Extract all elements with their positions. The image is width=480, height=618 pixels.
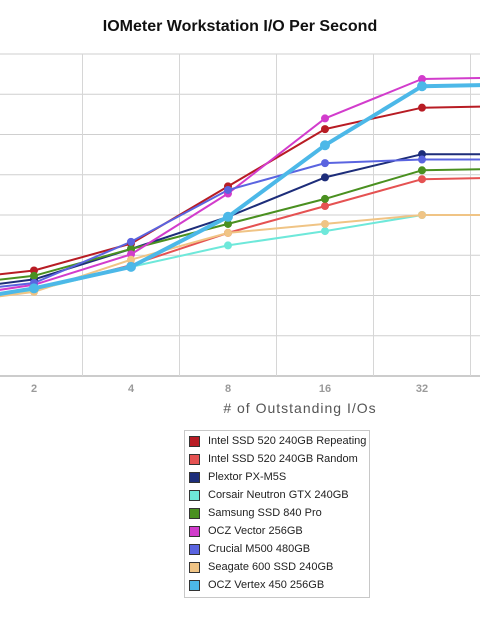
legend-label: Intel SSD 520 240GB Repeating [208, 435, 367, 447]
legend-item: Seagate 600 SSD 240GB [185, 558, 369, 576]
legend-label: Plextor PX-M5S [208, 471, 287, 483]
x-axis-ticks: 2 4 8 16 32 [31, 383, 428, 395]
series-line-4 [0, 214, 480, 296]
legend-swatch [189, 435, 200, 447]
legend-swatch [189, 561, 200, 573]
data-point [320, 140, 330, 151]
x-tick-label: 4 [128, 383, 135, 395]
data-point [127, 255, 135, 264]
legend-label: Corsair Neutron GTX 240GB [208, 489, 349, 501]
legend: Intel SSD 520 240GB Repeating Intel SSD 5… [184, 430, 370, 598]
data-point [224, 219, 232, 228]
legend-swatch [189, 543, 200, 555]
data-point [321, 219, 329, 228]
legend-label: Intel SSD 520 240GB Random [208, 453, 358, 465]
data-point [127, 237, 135, 246]
grid [0, 53, 480, 377]
legend-label: OCZ Vertex 450 256GB [208, 579, 325, 591]
series-lines [0, 76, 480, 298]
data-point [224, 185, 232, 194]
legend-item: Corsair Neutron GTX 240GB [185, 486, 369, 504]
line-chart-plot: 2 4 8 16 32 [0, 53, 480, 395]
data-point [321, 227, 329, 236]
data-point [223, 211, 233, 222]
legend-swatch [189, 453, 200, 465]
x-tick-label: 8 [225, 383, 231, 395]
data-point [418, 175, 426, 184]
legend-label: Seagate 600 SSD 240GB [208, 561, 334, 573]
legend-label: Samsung SSD 840 Pro [208, 507, 322, 519]
data-point [224, 228, 232, 237]
data-point [418, 103, 426, 112]
chart-title: IOMeter Workstation I/O Per Second [102, 18, 378, 35]
data-point [418, 211, 426, 219]
series-points [29, 75, 427, 296]
legend-item: Samsung SSD 840 Pro [185, 504, 369, 522]
legend-swatch [189, 489, 200, 501]
data-point [29, 283, 39, 294]
data-point [321, 125, 329, 134]
legend-label: Crucial M500 480GB [208, 543, 311, 555]
data-point [417, 81, 427, 92]
x-tick-label: 16 [319, 383, 331, 395]
legend-item: Plextor PX-M5S [185, 468, 369, 486]
data-point [418, 155, 426, 164]
data-point [321, 159, 329, 168]
data-point [321, 173, 329, 182]
data-point [418, 75, 426, 84]
data-point [321, 114, 329, 123]
data-point [321, 202, 329, 211]
series-line-9 [0, 83, 480, 296]
x-tick-label: 2 [31, 383, 37, 395]
x-axis-label: # of Outstanding I/Os [223, 400, 377, 416]
data-point [418, 166, 426, 175]
data-point [30, 271, 38, 280]
legend-label: OCZ Vector 256GB [208, 525, 303, 537]
legend-item: Crucial M500 480GB [185, 540, 369, 558]
x-tick-label: 32 [416, 383, 428, 395]
legend-item: Intel SSD 520 240GB Repeating [185, 432, 369, 450]
data-point [321, 194, 329, 203]
legend-swatch [189, 525, 200, 537]
legend-swatch [189, 579, 200, 591]
legend-item: OCZ Vertex 450 256GB [185, 576, 369, 594]
legend-item: OCZ Vector 256GB [185, 522, 369, 540]
legend-swatch [189, 471, 200, 483]
series-line-2 [0, 177, 480, 295]
legend-swatch [189, 507, 200, 519]
data-point [126, 261, 136, 272]
legend-item: Intel SSD 520 240GB Random [185, 450, 369, 468]
data-point [224, 241, 232, 250]
